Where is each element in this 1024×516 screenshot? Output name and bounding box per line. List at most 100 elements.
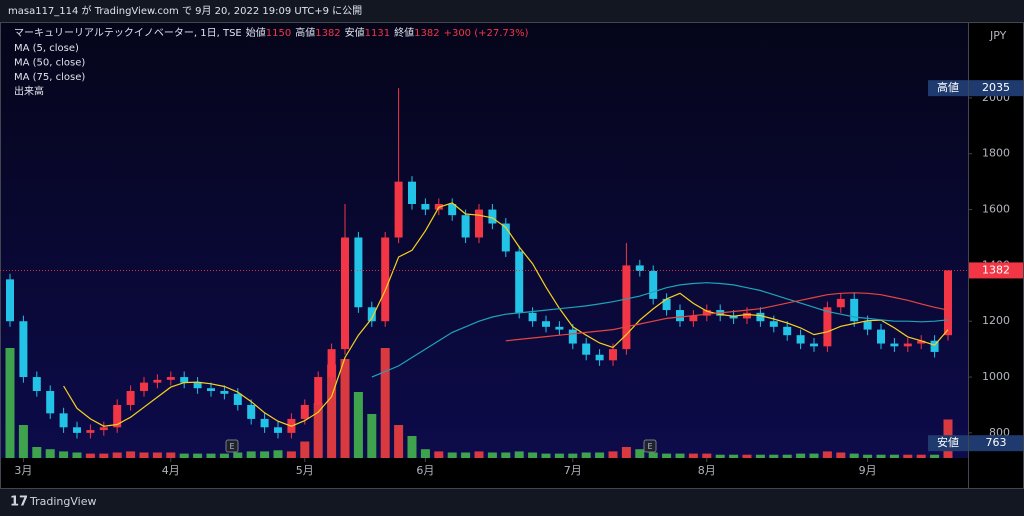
marker-value-bg (969, 435, 1023, 452)
volume-bar (300, 441, 310, 458)
volume-bar (85, 453, 95, 458)
brand-logo: 17 (10, 495, 28, 510)
candle-body (180, 377, 189, 383)
x-tick-label: 5月 (296, 464, 314, 477)
volume-bar (903, 454, 913, 458)
volume-bar (219, 453, 229, 458)
volume-bar (916, 454, 926, 458)
candle-body (99, 427, 108, 431)
marker-label-bg (928, 80, 968, 97)
volume-bar (260, 451, 270, 458)
candle-body (488, 209, 497, 224)
volume-bar (702, 453, 712, 458)
volume-bar (621, 447, 631, 458)
candle-body (394, 181, 403, 238)
volume-bar (528, 452, 538, 458)
volume-bar (782, 454, 792, 458)
volume-bar (99, 453, 109, 458)
volume-bar (273, 450, 283, 458)
marker-label: 高値 (937, 80, 959, 94)
event-badge (643, 439, 657, 453)
candle-body (6, 279, 14, 322)
ohlc-label: 始値 (246, 26, 266, 39)
candle-body (595, 354, 604, 361)
volume-bar (662, 453, 672, 458)
volume-bar (595, 452, 605, 458)
indicator-legend: 出来高 (14, 85, 44, 98)
candle-body (609, 349, 617, 361)
candle-body (59, 413, 68, 428)
x-tick-label: 4月 (162, 464, 180, 477)
volume-bar (849, 453, 859, 458)
y-tick-label: 1200 (982, 314, 1010, 327)
volume-bar (166, 452, 176, 458)
volume-bar (72, 452, 82, 458)
candle-body (689, 315, 698, 322)
volume-bar (233, 452, 243, 458)
candle-body (327, 349, 336, 378)
candle-body (635, 265, 644, 271)
volume-bar (380, 348, 390, 458)
volume-bar (32, 447, 42, 458)
candle-body (582, 343, 591, 355)
candle-body (73, 427, 81, 433)
volume-bar (353, 392, 363, 458)
publisher: masa117_114 が TradingView.com で 9月 20, 2… (8, 4, 362, 17)
ohlc-value: 1382 (414, 28, 439, 39)
volume-bar (5, 348, 15, 458)
candle-body (233, 393, 242, 405)
candle-body (113, 404, 122, 428)
ohlc-value: 1131 (365, 28, 390, 39)
candle-body (19, 321, 28, 378)
volume-bar (809, 453, 819, 458)
volume-bar (367, 414, 377, 458)
currency: JPY (989, 29, 1007, 42)
volume-bar (286, 451, 296, 458)
x-tick-label: 6月 (416, 464, 434, 477)
volume-bar (59, 451, 69, 458)
volume-bar (45, 449, 55, 458)
candle-body (729, 315, 738, 319)
ohlc-value: 1382 (315, 28, 340, 39)
volume-bar (501, 452, 511, 458)
volume-bar (394, 425, 404, 458)
volume-bar (474, 451, 484, 458)
ma-line (371, 282, 949, 378)
marker-value: 1382 (982, 263, 1010, 276)
candle-body (207, 388, 215, 392)
candle-body (367, 307, 376, 322)
volume-bar (206, 453, 216, 458)
candle-body (769, 321, 778, 327)
candle-body (850, 298, 859, 322)
candle-body (930, 340, 939, 352)
ma-line (63, 202, 949, 427)
candle-body (153, 379, 162, 383)
candle-body (475, 209, 483, 238)
volume-bar (675, 453, 685, 458)
event-label: E (229, 442, 234, 451)
ohlc-label: 安値 (345, 26, 365, 39)
volume-bar (836, 452, 846, 458)
ohlc-label: 終値 (394, 26, 414, 39)
volume-bar (581, 452, 591, 458)
candle-body (220, 391, 229, 394)
ma-line (505, 292, 949, 342)
volume-bar (407, 436, 417, 458)
candle-body (877, 329, 885, 344)
volume-bar (246, 451, 256, 458)
volume-bar (568, 453, 578, 458)
event-label: E (647, 442, 652, 451)
candle-body (796, 335, 805, 344)
candle-body (193, 382, 202, 389)
marker-label-bg (928, 435, 968, 452)
candle-body (903, 343, 912, 347)
volume-bar (648, 452, 658, 458)
volume-bar (608, 451, 618, 458)
candle-body (166, 377, 175, 380)
volume-bar (863, 454, 873, 458)
candle-body (46, 391, 55, 414)
volume-bar (541, 453, 551, 458)
candle-body (421, 203, 430, 210)
marker-value: 763 (986, 436, 1007, 449)
candle-body (662, 298, 671, 311)
